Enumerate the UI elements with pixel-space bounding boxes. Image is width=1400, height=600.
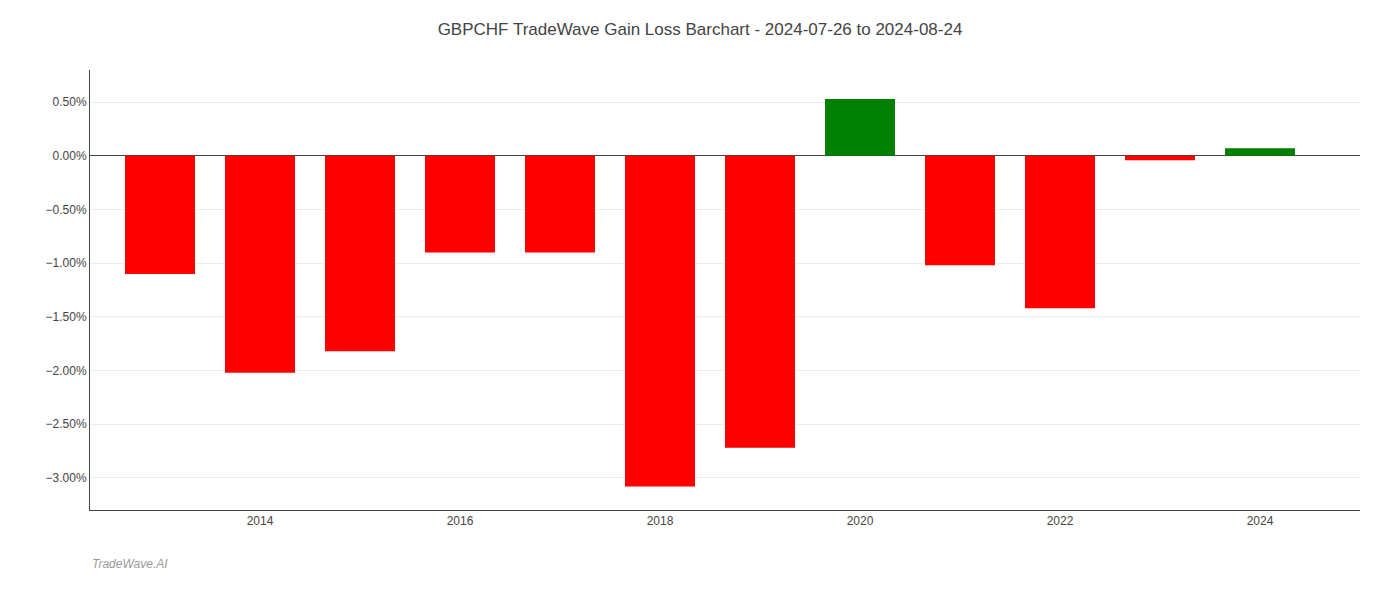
svg-text:2024: 2024 xyxy=(1247,514,1274,528)
svg-text:−1.50%: −1.50% xyxy=(46,310,87,324)
svg-text:GBPCHF TradeWave Gain Loss Bar: GBPCHF TradeWave Gain Loss Barchart - 20… xyxy=(438,20,963,39)
svg-text:0.00%: 0.00% xyxy=(53,149,87,163)
svg-text:−1.00%: −1.00% xyxy=(46,256,87,270)
svg-text:0.50%: 0.50% xyxy=(53,95,87,109)
svg-text:TradeWave.AI: TradeWave.AI xyxy=(92,557,168,571)
svg-text:−2.00%: −2.00% xyxy=(46,364,87,378)
svg-text:2022: 2022 xyxy=(1047,514,1074,528)
svg-text:−3.00%: −3.00% xyxy=(46,471,87,485)
svg-text:2014: 2014 xyxy=(247,514,274,528)
svg-text:2020: 2020 xyxy=(847,514,874,528)
svg-text:2018: 2018 xyxy=(647,514,674,528)
svg-text:−0.50%: −0.50% xyxy=(46,203,87,217)
svg-text:2016: 2016 xyxy=(447,514,474,528)
svg-text:−2.50%: −2.50% xyxy=(46,417,87,431)
